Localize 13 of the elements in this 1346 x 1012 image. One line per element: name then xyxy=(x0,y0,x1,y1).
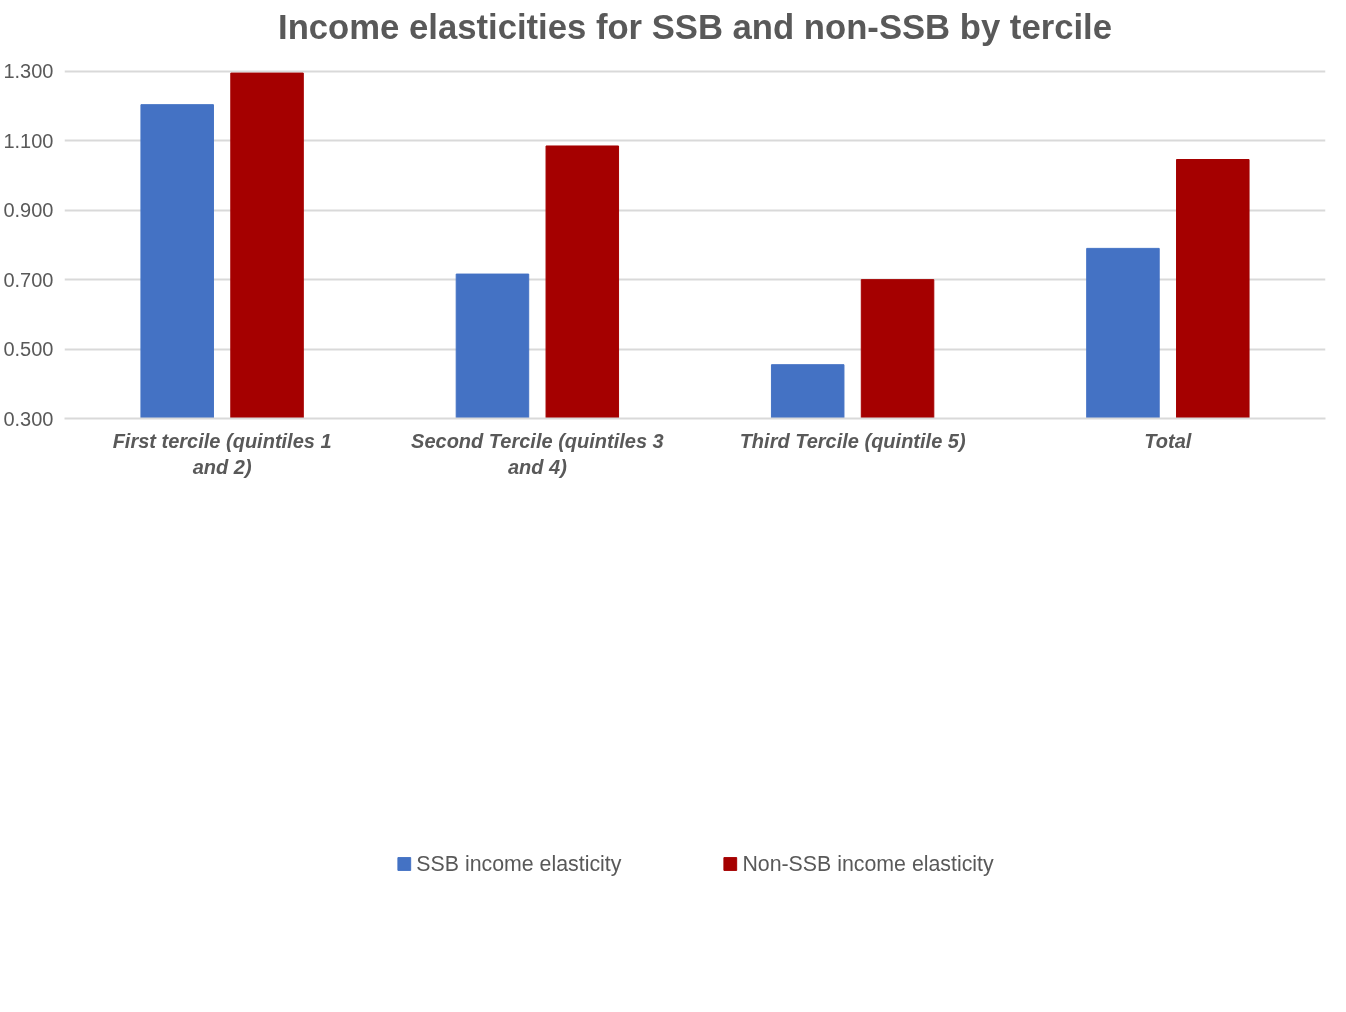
y-tick-label: 1.300 xyxy=(3,60,54,83)
y-tick-label: 0.700 xyxy=(3,268,54,291)
x-tick-label: First tercile (quintiles 1 and 2) xyxy=(112,429,332,478)
y-tick-label: 0.900 xyxy=(3,199,54,222)
y-tick-label: 0.300 xyxy=(3,407,54,430)
y-tick-label: 1.100 xyxy=(3,129,54,152)
chart-title: Income elasticities for SSB and non-SSB by tercile xyxy=(278,7,1112,46)
legend-label: Non-SSB income elasticity xyxy=(742,851,994,877)
x-tick-label: Second Tercile (quintiles 3 and 4) xyxy=(411,429,664,478)
x-tick-label: Total xyxy=(1144,429,1192,452)
y-tick-label: 0.500 xyxy=(3,338,54,361)
x-tick-label: Third Tercile (quintile 5) xyxy=(739,429,966,452)
legend-label: SSB income elasticity xyxy=(416,851,622,877)
